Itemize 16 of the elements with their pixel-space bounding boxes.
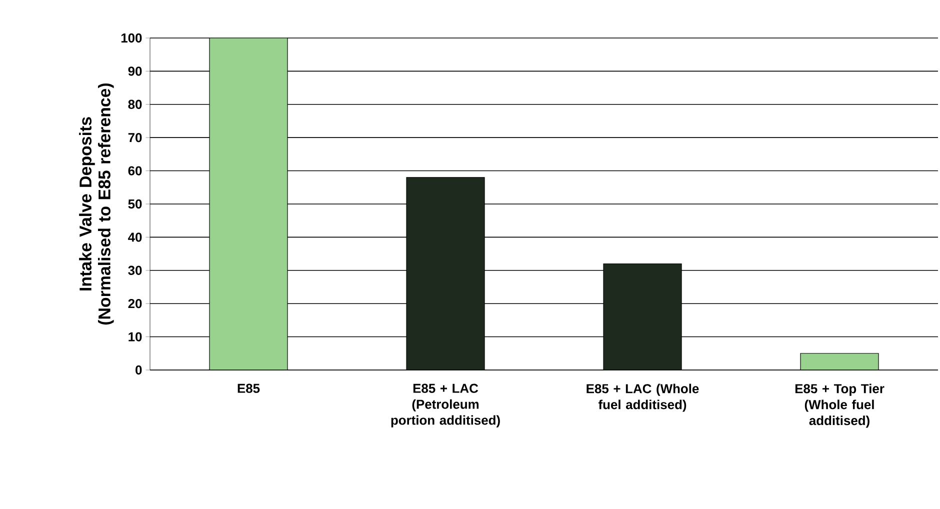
y-axis-title: Intake Valve Deposits (Normalised to E85 reference): [79, 83, 114, 325]
x-tick-label: E85 + LAC (Whole fuel additised): [586, 384, 699, 412]
y-tick-label: 70: [128, 133, 142, 142]
y-tick-label: 0: [136, 365, 142, 375]
y-tick-label: 80: [128, 100, 142, 109]
y-tick-label: 90: [128, 66, 142, 76]
y-tick-label: 60: [128, 166, 142, 176]
x-tick-label: E85: [238, 384, 260, 393]
y-tick-label: 10: [128, 332, 142, 342]
y-tick-label: 50: [128, 199, 142, 209]
x-tick-label: E85 + Top Tier (Whole fuel additised): [795, 384, 884, 428]
y-tick-label: 30: [128, 266, 142, 275]
y-tick-label: 20: [128, 299, 142, 308]
y-tick-label: 100: [121, 33, 142, 43]
y-tick-label: 40: [128, 232, 142, 242]
x-tick-label: E85 + LAC (Petroleum portion additised): [391, 384, 500, 428]
